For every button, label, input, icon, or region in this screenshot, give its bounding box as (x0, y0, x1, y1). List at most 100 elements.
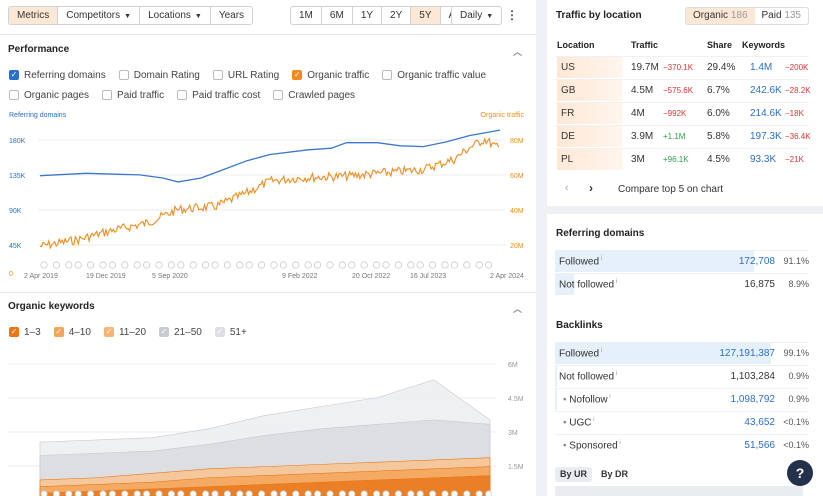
annotation-marker[interactable] (360, 490, 368, 496)
annotation-marker[interactable] (416, 490, 424, 496)
annotation-marker[interactable] (236, 261, 244, 269)
range-1m[interactable]: 1M (291, 7, 322, 24)
annotation-marker[interactable] (189, 261, 197, 269)
info-icon[interactable]: i (617, 440, 621, 446)
breakdown-value[interactable]: 43,652 (744, 417, 775, 428)
keywords-value[interactable]: 214.6K (750, 108, 782, 119)
annotation-marker[interactable] (52, 261, 61, 269)
organic-tab[interactable]: Organic 186 (686, 8, 755, 24)
annotation-marker[interactable] (202, 261, 210, 269)
location-row[interactable]: US 19.7M −370.1K 29.4% 1.4M −200K (555, 56, 809, 78)
annotation-marker[interactable] (373, 490, 381, 496)
checkbox-organic-pages[interactable]: Organic pages (9, 90, 89, 101)
checkbox-1-3[interactable]: ✓ 1–3 (9, 327, 41, 338)
interval-dropdown[interactable]: Daily ▼ (451, 6, 503, 25)
annotation-marker[interactable] (167, 261, 175, 269)
annotation-marker[interactable] (87, 490, 95, 496)
checkbox-organic-traffic[interactable]: ✓ Organic traffic (292, 70, 369, 81)
annotation-marker[interactable] (292, 261, 300, 269)
annotation-marker[interactable] (121, 261, 129, 269)
annotation-marker[interactable] (40, 261, 48, 269)
annotation-marker[interactable] (304, 490, 312, 496)
annotation-marker[interactable] (87, 261, 95, 269)
annotation-marker[interactable] (52, 490, 60, 496)
checkbox-domain-rating[interactable]: Domain Rating (118, 70, 200, 81)
location-row[interactable]: GB 4.5M −575.6K 6.7% 242.6K −28.2K (555, 79, 811, 101)
chevron-left-icon[interactable]: ‹ (565, 182, 569, 194)
range-1y[interactable]: 1Y (353, 7, 383, 24)
info-icon[interactable]: i (607, 394, 611, 400)
annotation-marker[interactable] (416, 261, 424, 269)
annotation-marker[interactable] (133, 261, 141, 269)
chevron-up-icon[interactable]: ︿ (512, 304, 522, 314)
info-icon[interactable]: i (599, 256, 603, 262)
checkbox-referring-domains[interactable]: ✓ Referring domains (9, 70, 106, 81)
annotation-marker[interactable] (108, 261, 117, 269)
annotation-marker[interactable] (326, 490, 334, 496)
annotation-marker[interactable] (338, 490, 346, 496)
annotation-marker[interactable] (348, 261, 356, 269)
keywords-value[interactable]: 1.4M (750, 62, 773, 73)
checkbox-4-10[interactable]: ✓ 4–10 (53, 327, 91, 338)
annotation-marker[interactable] (279, 261, 287, 269)
annotation-marker[interactable] (133, 490, 141, 496)
annotation-marker[interactable] (360, 261, 368, 269)
annotation-marker[interactable] (485, 490, 493, 496)
annotation-marker[interactable] (257, 261, 266, 269)
chevron-up-icon[interactable]: ︿ (512, 47, 522, 57)
info-icon[interactable]: i (614, 371, 618, 377)
location-row[interactable]: PL 3M +96.1K 4.5% 93.3K −21K (555, 148, 809, 170)
annotation-marker[interactable] (475, 261, 483, 269)
annotation-marker[interactable] (394, 261, 402, 269)
annotation-marker[interactable] (167, 490, 175, 496)
annotation-marker[interactable] (450, 490, 458, 496)
annotation-marker[interactable] (74, 490, 82, 496)
annotation-marker[interactable] (177, 261, 185, 269)
checkbox-url-rating[interactable]: URL Rating (212, 70, 279, 81)
annotation-marker[interactable] (407, 261, 415, 269)
annotation-marker[interactable] (40, 490, 48, 496)
breakdown-value[interactable]: 172,708 (738, 256, 775, 267)
annotation-marker[interactable] (65, 261, 73, 269)
annotation-marker[interactable] (258, 490, 266, 496)
annotation-marker[interactable] (121, 490, 129, 496)
annotation-marker[interactable] (463, 490, 471, 496)
keywords-value[interactable]: 93.3K (750, 154, 777, 165)
annotation-marker[interactable] (143, 261, 151, 269)
tab-by-dr[interactable]: By DR (601, 469, 629, 479)
annotation-marker[interactable] (441, 490, 449, 496)
checkbox-crawled-pages[interactable]: Crawled pages (273, 90, 355, 101)
annotation-marker[interactable] (326, 261, 334, 269)
keywords-value[interactable]: 197.3K (750, 131, 782, 142)
annotation-marker[interactable] (292, 490, 300, 496)
annotation-marker[interactable] (279, 490, 287, 496)
chevron-right-icon[interactable]: › (589, 181, 593, 195)
compare-top5-link[interactable]: Compare top 5 on chart (618, 184, 724, 195)
annotation-marker[interactable] (143, 490, 151, 496)
info-icon[interactable]: i (599, 348, 603, 354)
annotation-marker[interactable] (304, 261, 312, 269)
annotation-marker[interactable] (99, 261, 107, 269)
range-2y[interactable]: 2Y (382, 7, 412, 24)
checkbox-51-[interactable]: ✓ 51+ (214, 327, 247, 338)
annotation-marker[interactable] (270, 261, 278, 269)
annotation-marker[interactable] (245, 490, 253, 496)
annotation-marker[interactable] (441, 261, 449, 269)
annotation-marker[interactable] (463, 261, 471, 269)
checkbox-paid-traffic-cost[interactable]: Paid traffic cost (177, 90, 260, 101)
info-icon[interactable]: i (591, 417, 595, 423)
checkbox-11-20[interactable]: ✓ 11–20 (103, 327, 146, 338)
range-5y[interactable]: 5Y (411, 7, 441, 24)
annotation-marker[interactable] (382, 261, 390, 269)
location-row[interactable]: FR 4M −992K 6.0% 214.6K −18K (555, 102, 809, 124)
annotation-marker[interactable] (314, 490, 322, 496)
help-button[interactable]: ? (787, 460, 813, 486)
paid-tab[interactable]: Paid 135 (755, 8, 808, 24)
annotation-marker[interactable] (202, 490, 210, 496)
annotation-marker[interactable] (313, 261, 322, 269)
info-icon[interactable]: i (614, 279, 618, 285)
annotation-marker[interactable] (428, 261, 437, 269)
annotation-marker[interactable] (108, 490, 116, 496)
annotation-marker[interactable] (223, 490, 231, 496)
annotation-marker[interactable] (450, 261, 458, 269)
